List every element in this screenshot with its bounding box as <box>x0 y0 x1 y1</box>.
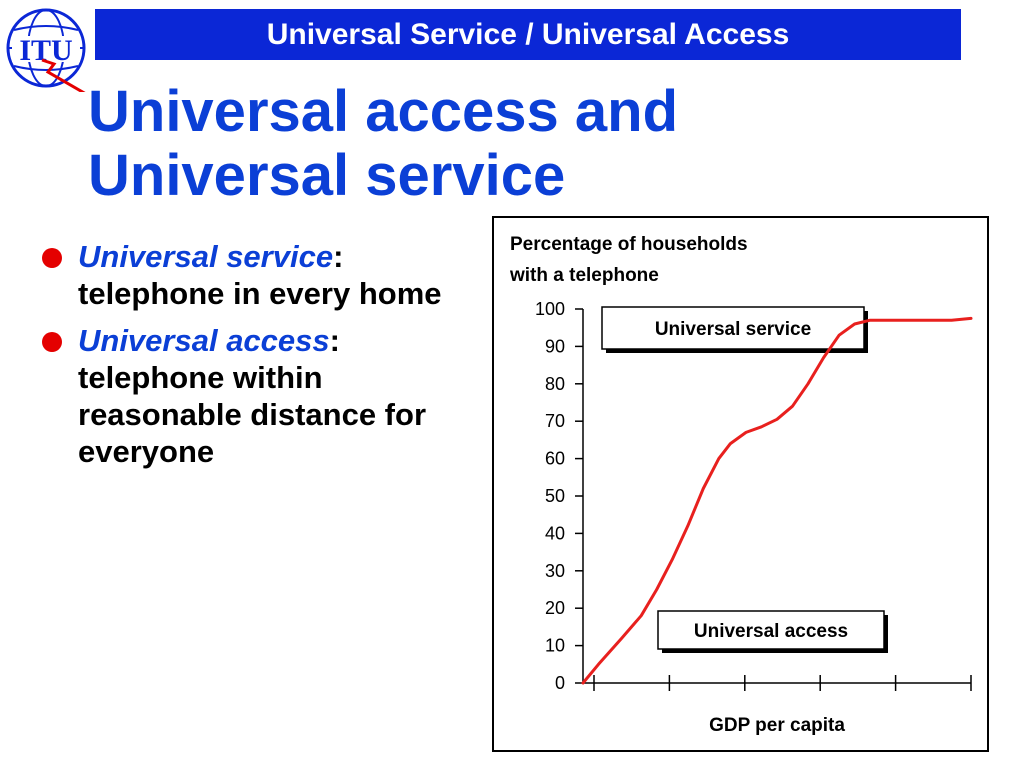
header-title: Universal Service / Universal Access <box>266 18 790 51</box>
bullet-text: telephone within reasonable distance for… <box>78 360 427 469</box>
bullet-dot-icon <box>42 332 62 352</box>
annotation-universal-service-box <box>601 306 865 350</box>
y-tick-label: 10 <box>545 636 565 656</box>
y-tick-label: 30 <box>545 561 565 581</box>
y-tick-label: 70 <box>545 411 565 431</box>
y-tick-label: 20 <box>545 598 565 618</box>
slide-title-line-2: Universal service <box>88 143 566 208</box>
y-tick-label: 60 <box>545 449 565 469</box>
annotation-universal-service-label: Universal service <box>655 319 811 340</box>
bullet-item-universal-service: Universal service: telephone in every ho… <box>42 238 462 312</box>
y-tick-label: 90 <box>545 336 565 356</box>
chart-panel: Percentage of households with a telephone… <box>492 216 989 752</box>
chart-title-line-2: with a telephone <box>509 265 659 286</box>
y-tick-label: 40 <box>545 523 565 543</box>
bullet-separator: : <box>333 239 344 274</box>
annotation-universal-access-box <box>657 610 885 650</box>
header-bar: Universal Service / Universal Access <box>95 9 961 60</box>
chart-title-line-1: Percentage of households <box>510 234 748 255</box>
line-chart: Percentage of households with a telephone… <box>509 234 973 736</box>
y-tick-label: 50 <box>545 486 565 506</box>
y-tick-label: 100 <box>535 299 565 319</box>
bullet-separator: : <box>329 323 340 358</box>
y-tick-label: 80 <box>545 374 565 394</box>
bullet-term: Universal service <box>78 239 334 274</box>
series-line-0 <box>581 316 973 685</box>
bullet-term: Universal access <box>78 323 330 358</box>
bullet-item-universal-access: Universal access: telephone within reaso… <box>42 322 462 470</box>
x-axis-label: GDP per capita <box>709 715 845 736</box>
y-tick-label: 0 <box>555 673 565 693</box>
bullet-text: telephone in every home <box>78 276 442 311</box>
itu-globe-logo-icon: ITU <box>6 8 86 92</box>
bullet-dot-icon <box>42 248 62 268</box>
bullet-list: Universal service: telephone in every ho… <box>42 238 462 480</box>
slide-title-line-1: Universal access and <box>88 79 679 144</box>
annotation-universal-access-label: Universal access <box>694 621 848 642</box>
slide-title: Universal access and Universal service <box>88 80 788 208</box>
